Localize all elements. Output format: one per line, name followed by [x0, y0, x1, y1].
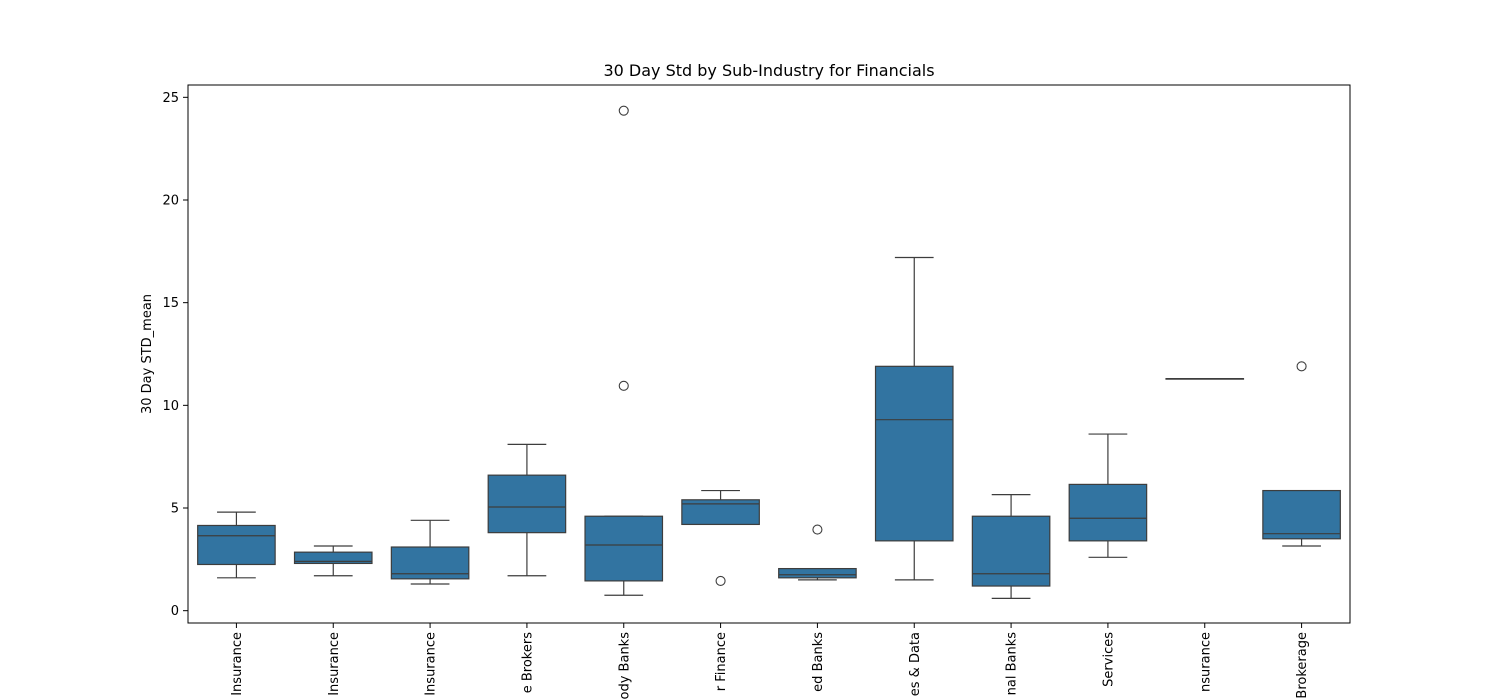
- box-iqr: [293, 551, 373, 565]
- x-tick-label: Insurance: [230, 632, 245, 696]
- outlier-point: [1296, 361, 1307, 372]
- chart-title: 30 Day Std by Sub-Industry for Financial…: [603, 61, 934, 80]
- box-2: [293, 545, 373, 577]
- plot-frame: [187, 84, 1351, 624]
- box-8: [874, 256, 954, 581]
- box-11: [1165, 378, 1245, 380]
- box-10: [1068, 433, 1148, 558]
- box-4: [487, 443, 567, 577]
- y-axis-label: 30 Day STD_mean: [140, 294, 155, 414]
- x-tick-label: Brokerage: [1295, 632, 1310, 699]
- x-tick-label: nal Banks: [1005, 632, 1020, 696]
- x-tick-label: es & Data: [908, 632, 923, 696]
- x-tick-label: Insurance: [327, 632, 342, 696]
- x-tick-label: Services: [1101, 632, 1116, 687]
- box-iqr: [1262, 489, 1341, 540]
- x-tick-label: ed Banks: [811, 632, 826, 692]
- x-tick-label: ody Banks: [617, 632, 632, 700]
- y-tick-label: 10: [162, 399, 179, 414]
- y-tick-label: 15: [162, 296, 179, 311]
- y-tick-label: 25: [162, 91, 179, 106]
- boxes: [197, 105, 1341, 599]
- y-axis: 0 5 10 15 20 25: [162, 91, 188, 619]
- x-tick-label: r Finance: [714, 632, 729, 691]
- box-7: [778, 524, 857, 581]
- box-iqr: [778, 567, 857, 579]
- outlier-point: [618, 380, 629, 391]
- y-tick-label: 5: [171, 502, 179, 517]
- box-9: [971, 494, 1051, 599]
- box-6: [681, 489, 760, 586]
- x-tick-label: e Brokers: [520, 632, 535, 693]
- outlier-point: [618, 105, 629, 116]
- y-tick-label: 0: [171, 604, 179, 619]
- box-iqr: [487, 474, 567, 534]
- outlier-point: [812, 524, 823, 535]
- box-1: [197, 511, 276, 579]
- box-3: [390, 519, 470, 585]
- box-iqr: [197, 524, 276, 566]
- x-tick-label: Insurance: [424, 632, 439, 696]
- outlier-point: [715, 575, 726, 586]
- y-tick-label: 20: [162, 193, 179, 208]
- x-tick-label: nsurance: [1198, 632, 1213, 692]
- box-iqr: [971, 515, 1051, 587]
- box-iqr: [874, 365, 954, 542]
- box-5: [584, 105, 664, 596]
- x-axis: Insurance Insurance Insurance e Brokers ody …: [230, 623, 1310, 699]
- box-iqr: [584, 515, 664, 582]
- box-iqr: [1068, 483, 1148, 542]
- box-12: [1262, 361, 1341, 547]
